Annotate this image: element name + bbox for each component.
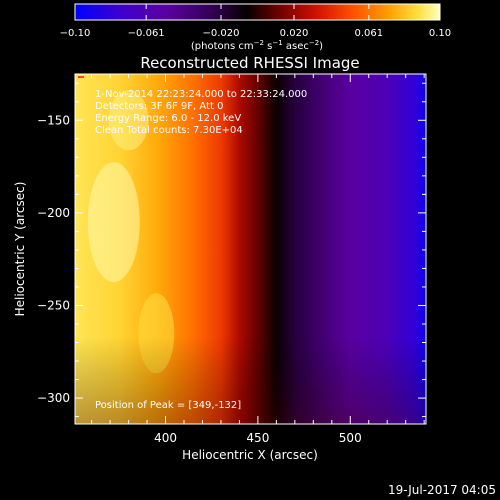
- colorbar-tick-label: −0.020: [202, 28, 239, 39]
- annotation-line: Energy Range: 6.0 - 12.0 keV: [95, 113, 241, 124]
- x-tick-label: 400: [154, 431, 177, 445]
- colorbar-tick-label: −0.061: [128, 28, 165, 39]
- y-axis: −150 −200 −250 −300: [37, 82, 426, 418]
- y-tick-label: −300: [37, 391, 70, 405]
- chart-title: Reconstructed RHESSI Image: [140, 54, 359, 72]
- y-tick-label: −250: [37, 298, 70, 312]
- x-tick-label: 450: [246, 431, 269, 445]
- annotation-line: Detectors: 3F 6F 9F, Att 0: [95, 101, 223, 112]
- annotation-line: Clean Total counts: 7.30E+04: [95, 125, 243, 136]
- colorbar-tick-label: 0.020: [280, 28, 309, 39]
- annotation-line: 1-Nov-2014 22:23:24.000 to 22:33:24.000: [95, 89, 307, 100]
- annotation-block: 1-Nov-2014 22:23:24.000 to 22:33:24.000D…: [95, 89, 307, 136]
- colorbar-tick-label: 0.061: [355, 28, 384, 39]
- plot-frame: [74, 73, 427, 425]
- colorbar-tick-label: 0.10: [429, 28, 451, 39]
- heatmap-bottom-shade: [75, 74, 426, 424]
- peak-marker: [78, 76, 84, 78]
- y-tick-label: −150: [37, 113, 70, 127]
- colorbar: −0.10 −0.061 −0.020 0.020 0.061 0.10 (photons…: [60, 3, 451, 52]
- x-axis-label: Heliocentric X (arcsec): [182, 448, 318, 462]
- y-axis-label: Heliocentric Y (arcsec): [13, 182, 27, 317]
- x-axis: 400 450 500: [91, 74, 425, 445]
- date-stamp: 19-Jul-2017 04:05: [388, 483, 496, 497]
- colorbar-tick-label: −0.10: [60, 28, 91, 39]
- colorbar-unit: (photons cm−2 s−1 asec−2): [191, 39, 323, 52]
- peak-label: Position of Peak = [349,-132]: [95, 400, 241, 411]
- colorbar-ticks: −0.10 −0.061 −0.020 0.020 0.061 0.10: [60, 4, 451, 39]
- heatmap-image: [75, 74, 426, 424]
- x-tick-label: 500: [339, 431, 362, 445]
- colorbar-gradient: [74, 3, 441, 21]
- y-tick-label: −200: [37, 206, 70, 220]
